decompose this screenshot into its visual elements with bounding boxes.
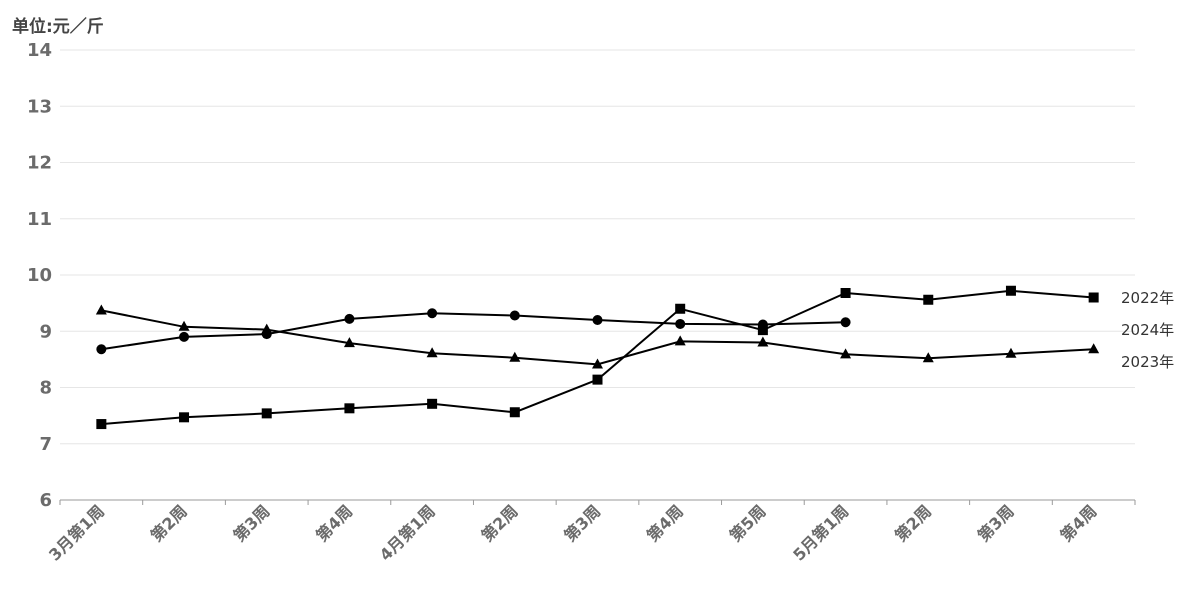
series-1 [96, 308, 851, 355]
data-point-triangle [426, 347, 438, 358]
data-point-square [592, 374, 603, 385]
x-tick-label: 第5周 [726, 501, 770, 545]
data-point-square [509, 407, 520, 418]
data-point-circle [179, 331, 190, 342]
y-axis-label: 单位:元／斤 [12, 16, 104, 37]
grid-lines [60, 49, 1135, 445]
data-point-circle [592, 315, 603, 325]
axes: 678910111213143月第1周 第2周 第3周 第4周 4月第1周 第2周 第3周第… [27, 40, 1136, 565]
data-point-triangle [261, 323, 273, 334]
x-tick-label: 第4周 [1057, 501, 1101, 545]
data-point-triangle [343, 337, 355, 348]
y-tick-label: 10 [27, 265, 52, 286]
data-point-circle [509, 310, 520, 321]
data-point-square [427, 398, 438, 409]
y-tick-label: 12 [27, 153, 52, 174]
data-point-circle [757, 319, 768, 330]
data-point-triangle [178, 320, 190, 331]
data-point-triangle [1088, 343, 1100, 354]
series-label: 2022年 [1121, 289, 1174, 307]
data-point-square [675, 303, 686, 314]
data-point-square [1088, 292, 1099, 303]
x-tick-label: 4月第1周 [376, 501, 439, 564]
data-point-square [261, 408, 272, 419]
data-point-square [179, 412, 190, 423]
data-point-square [1005, 285, 1016, 296]
x-tick-label: 第2周 [891, 501, 935, 545]
data-point-triangle [592, 358, 603, 369]
data-point-square [96, 419, 107, 430]
data-point-triangle [922, 352, 934, 363]
x-tick-label: 第4周 [643, 501, 687, 545]
data-point-triangle [95, 304, 107, 315]
data-point-triangle [674, 335, 686, 346]
data-point-triangle [757, 336, 769, 347]
data-point-circle [675, 318, 686, 329]
y-tick-label: 7 [39, 434, 52, 455]
x-tick-label: 第3周 [974, 501, 1018, 545]
y-tick-label: 14 [27, 40, 52, 61]
x-tick-label: 第4周 [312, 501, 356, 545]
series-label: 2023年 [1121, 353, 1174, 371]
data-point-circle [344, 313, 355, 324]
data-point-circle [427, 308, 438, 319]
series-2 [95, 304, 1100, 369]
y-tick-label: 8 [39, 378, 52, 399]
data-point-square [757, 325, 768, 336]
data-point-triangle [1005, 347, 1017, 358]
y-tick-label: 9 [39, 321, 52, 342]
x-tick-label: 第3周 [230, 501, 274, 545]
y-tick-label: 11 [27, 209, 52, 230]
x-tick-label: 第3周 [560, 501, 604, 545]
series-0 [96, 285, 1099, 430]
x-tick-label: 第2周 [147, 501, 191, 545]
data-point-square [840, 288, 851, 298]
series-group [95, 285, 1100, 430]
data-point-triangle [509, 351, 521, 362]
y-tick-label: 13 [27, 96, 52, 117]
x-tick-label: 3月第1周 [45, 501, 108, 564]
series-label: 2024年 [1121, 321, 1174, 339]
x-tick-label: 5月第1周 [789, 501, 852, 564]
series-labels: 2022年 2024年 2023年 [1121, 289, 1174, 371]
data-point-triangle [840, 348, 852, 359]
series-line [101, 312, 846, 351]
data-point-square [923, 294, 934, 305]
data-point-circle [840, 317, 851, 328]
data-point-circle [96, 344, 107, 355]
y-tick-label: 6 [39, 490, 52, 511]
data-point-square [344, 403, 355, 414]
x-tick-label: 第2周 [478, 501, 522, 545]
